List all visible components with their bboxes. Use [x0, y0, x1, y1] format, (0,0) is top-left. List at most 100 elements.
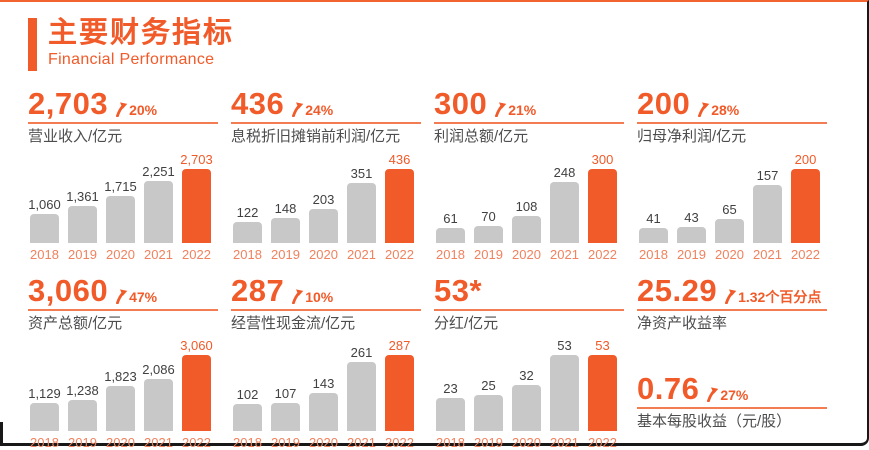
metric-dividend: 53* 分红/亿元 23 2018 25 2019 32 2020 53 2021 53 2022: [434, 275, 624, 449]
headline-rule: [434, 308, 624, 311]
year-label: 2021: [144, 435, 173, 450]
bar-value: 3,060: [180, 338, 213, 353]
bar-value: 1,361: [66, 188, 99, 204]
year-label: 2019: [677, 246, 706, 262]
bar-value: 287: [388, 338, 411, 353]
metric-label: 基本每股收益（元/股）: [637, 413, 792, 430]
bar-cell: 102 2018: [231, 388, 264, 449]
bar-chart: 1,060 2018 1,361 2019 1,715 2020 2,251 2021 2,70…: [28, 149, 218, 261]
year-label: 2021: [144, 246, 173, 262]
metric-headline: 200 28%: [637, 88, 827, 119]
text-metrics-column: 25.29 1.32个百分点 净资产收益率 0.76: [637, 275, 827, 450]
bar-value: 65: [722, 201, 737, 217]
bar-value: 43: [684, 209, 699, 225]
metric-headline: 436 24%: [231, 88, 421, 119]
bar-chart: 122 2018 148 2019 203 2020 351 2021 436 2022: [231, 149, 421, 261]
bar-cell: 32 2020: [510, 369, 543, 449]
bar: [753, 184, 782, 243]
metric-headline: 0.76 27%: [637, 373, 827, 404]
bar-cell: 287 2022: [383, 339, 416, 449]
up-arrow-icon: [116, 102, 128, 117]
metric-change: 28%: [711, 102, 740, 118]
metric-label: 息税折旧摊销前利润/亿元: [231, 128, 401, 145]
bar-value: 122: [236, 204, 259, 220]
page-title: 主要财务指标: [48, 17, 235, 49]
bar: [30, 213, 59, 243]
year-label: 2022: [588, 246, 617, 262]
bar-cell: 53 2021: [548, 339, 581, 449]
bar: [677, 226, 706, 243]
metric-change: 27%: [720, 387, 749, 403]
bar: [715, 218, 744, 243]
bar-value: 61: [443, 210, 458, 226]
bar: [550, 355, 579, 431]
bar-value: 157: [756, 167, 779, 183]
up-arrow-icon: [725, 288, 737, 304]
bar-chart: 102 2018 107 2019 143 2020 261 2021 287 2022: [231, 335, 421, 449]
bar: [271, 217, 300, 243]
headline-rule: [637, 308, 827, 311]
bar: [512, 215, 541, 243]
bar-value: 2,251: [142, 163, 175, 179]
metric-headline: 25.29 1.32个百分点: [637, 275, 827, 306]
bar: [347, 362, 376, 431]
year-label: 2018: [30, 435, 59, 450]
metric-net-profit: 200 28% 归母净利润/亿元 41 2018 43 2019 65 2020 157 2021 2…: [637, 88, 827, 261]
metric-label: 资产总额/亿元: [28, 314, 123, 332]
year-label: 2022: [182, 435, 211, 450]
bar-cell: 1,060 2018: [28, 198, 61, 261]
bar: [309, 208, 338, 243]
year-label: 2018: [639, 246, 668, 262]
year-label: 2020: [106, 246, 135, 262]
bar-value: 1,060: [28, 196, 61, 212]
headline-rule: [231, 122, 421, 124]
bar-cell: 2,251 2021: [142, 165, 175, 261]
bar-chart: 61 2018 70 2019 108 2020 248 2021 300 2022: [434, 149, 624, 261]
bar-value: 1,823: [104, 369, 137, 384]
bar-value: 23: [443, 381, 458, 396]
bar: [144, 180, 173, 243]
bar-value: 2,703: [180, 151, 213, 167]
headline-rule: [231, 308, 421, 311]
metric-total-profit: 300 21% 利润总额/亿元 61 2018 70 2019 108 2020 248 2021 3…: [434, 88, 624, 261]
metric-label: 经营性现金流/亿元: [231, 314, 356, 332]
bar-cell: 436 2022: [383, 153, 416, 261]
year-label: 2021: [347, 246, 376, 262]
up-arrow-icon: [116, 288, 128, 304]
metric-headline: 53*: [434, 275, 624, 306]
up-arrow-icon: [698, 102, 710, 117]
year-label: 2020: [715, 246, 744, 262]
bar-cell: 1,823 2020: [104, 370, 137, 449]
year-label: 2019: [271, 246, 300, 262]
bar-value: 261: [350, 345, 373, 360]
year-label: 2019: [474, 246, 503, 262]
bar-value: 107: [274, 386, 297, 401]
metric-headline-value: 25.29: [637, 272, 718, 308]
bar-cell: 53 2022: [586, 339, 619, 449]
bar-cell: 351 2021: [345, 167, 378, 261]
bar: [639, 227, 668, 243]
up-arrow-icon: [707, 387, 719, 402]
title-accent-bar: [28, 18, 37, 71]
bar-chart: 23 2018 25 2019 32 2020 53 2021 53 2022: [434, 335, 624, 449]
bar-cell: 261 2021: [345, 346, 378, 449]
bar: [271, 403, 300, 431]
year-label: 2019: [68, 246, 97, 262]
bar-cell: 300 2022: [586, 153, 619, 261]
bar: [474, 225, 503, 243]
bar: [144, 379, 173, 431]
bar-cell: 1,238 2019: [66, 384, 99, 449]
bar: [309, 393, 338, 431]
bar: [550, 181, 579, 243]
metric-roe: 25.29 1.32个百分点 净资产收益率: [637, 275, 827, 336]
up-arrow-icon: [495, 102, 507, 117]
bar-cell: 157 2021: [751, 169, 784, 261]
bar: [436, 227, 465, 243]
bar-value: 200: [794, 151, 817, 167]
bar-cell: 1,129 2018: [28, 387, 61, 449]
metric-headline: 3,060 47%: [28, 275, 218, 306]
bar-cell: 65 2020: [713, 203, 746, 261]
bar-chart: 1,129 2018 1,238 2019 1,823 2020 2,086 2021 3,06…: [28, 335, 218, 449]
bar-cell: 1,361 2019: [66, 190, 99, 261]
